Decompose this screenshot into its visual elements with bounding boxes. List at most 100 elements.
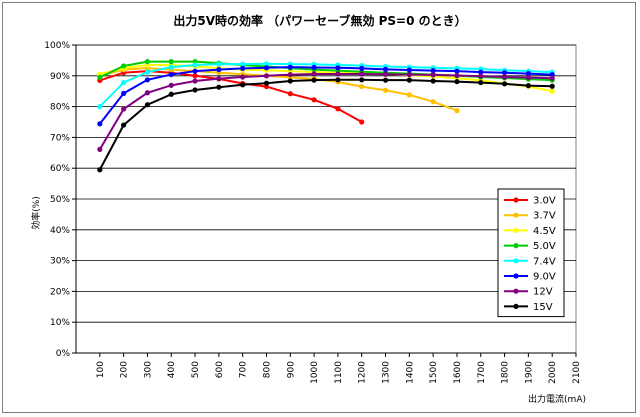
data-point xyxy=(263,80,270,86)
data-point xyxy=(430,78,436,84)
data-point xyxy=(240,74,246,80)
data-point xyxy=(406,77,412,83)
data-point xyxy=(97,104,103,110)
legend-swatch-marker xyxy=(513,273,519,279)
legend-item: 9.0V xyxy=(504,272,556,283)
x-tick-label: 800 xyxy=(262,361,272,378)
x-tick-label: 200 xyxy=(120,361,130,378)
data-point xyxy=(287,71,293,78)
legend-label: 5.0V xyxy=(533,241,556,252)
x-tick-label: 900 xyxy=(286,361,296,378)
data-point xyxy=(192,68,198,74)
data-point xyxy=(359,71,365,77)
y-axis-label: 効率(%) xyxy=(30,196,42,230)
data-point xyxy=(216,75,222,82)
series-line xyxy=(98,78,553,171)
y-tick-label: 70% xyxy=(50,133,70,143)
data-point xyxy=(359,77,365,83)
legend-item: 3.0V xyxy=(504,196,556,207)
data-point xyxy=(335,106,341,112)
legend-label: 9.0V xyxy=(533,272,556,283)
data-point xyxy=(525,83,531,89)
data-point xyxy=(168,91,174,97)
legend-swatch-marker xyxy=(513,243,519,249)
y-tick-label: 10% xyxy=(50,318,70,328)
x-tick-label: 1700 xyxy=(477,361,487,384)
data-point xyxy=(216,67,222,73)
legend-label: 12V xyxy=(533,287,553,298)
chart-title: 出力5V時の効率 （パワーセーブ無効 PS=0 のとき） xyxy=(173,13,466,28)
data-point xyxy=(311,64,317,71)
x-axis-label: 出力電流(mA) xyxy=(528,393,586,405)
legend-label: 7.4V xyxy=(533,256,556,267)
data-point xyxy=(144,102,151,108)
data-point xyxy=(406,92,412,98)
x-tick-label: 1600 xyxy=(453,361,463,384)
series-9.0V xyxy=(97,64,555,127)
data-point xyxy=(240,65,246,72)
data-point xyxy=(240,82,246,88)
data-point xyxy=(168,64,174,70)
series-7.4V xyxy=(97,61,555,110)
x-tick-label: 1500 xyxy=(429,361,439,384)
x-tick-label: 1900 xyxy=(524,361,534,384)
series-line xyxy=(99,64,553,93)
legend-item: 5.0V xyxy=(504,241,556,252)
data-point xyxy=(406,67,412,73)
data-point xyxy=(335,77,341,83)
data-point xyxy=(144,90,151,96)
data-point xyxy=(121,106,127,112)
legend-swatch-marker xyxy=(513,212,519,218)
data-point xyxy=(430,72,436,78)
data-point xyxy=(240,61,246,67)
data-point xyxy=(335,71,341,77)
x-tick-label: 1800 xyxy=(501,361,511,384)
series-line xyxy=(99,70,363,123)
data-point xyxy=(454,79,460,85)
data-point xyxy=(144,69,151,75)
data-point xyxy=(382,77,389,83)
legend-item: 15V xyxy=(504,302,553,313)
y-tick-label: 40% xyxy=(50,226,70,236)
legend-label: 4.5V xyxy=(533,226,556,237)
data-point xyxy=(430,99,436,105)
data-point xyxy=(287,91,293,97)
data-point xyxy=(549,88,555,94)
data-point xyxy=(144,77,151,83)
data-point xyxy=(382,66,389,72)
data-point xyxy=(263,73,270,79)
data-point xyxy=(216,84,222,90)
y-tick-label: 60% xyxy=(50,164,70,174)
data-point xyxy=(192,87,198,93)
y-tick-label: 20% xyxy=(50,287,70,297)
data-point xyxy=(311,97,317,103)
y-tick-label: 0% xyxy=(56,349,71,359)
x-tick-label: 1200 xyxy=(358,361,368,384)
data-point xyxy=(406,71,412,78)
legend-swatch-marker xyxy=(513,303,519,309)
y-tick-label: 90% xyxy=(50,72,70,82)
data-point xyxy=(478,79,484,86)
x-tick-label: 500 xyxy=(191,361,201,378)
data-point xyxy=(97,167,103,173)
data-point xyxy=(192,78,198,84)
y-tick-label: 50% xyxy=(50,195,70,205)
data-point xyxy=(359,65,365,72)
data-point xyxy=(501,70,508,76)
data-point xyxy=(287,64,293,70)
data-point xyxy=(311,71,317,77)
x-tick-label: 400 xyxy=(167,361,177,378)
legend-label: 3.0V xyxy=(533,196,556,207)
data-point xyxy=(525,71,531,77)
series-line xyxy=(99,62,553,108)
series-12V xyxy=(97,71,555,153)
y-tick-label: 80% xyxy=(50,103,70,113)
legend-label: 15V xyxy=(533,302,553,313)
data-point xyxy=(144,59,151,65)
data-point xyxy=(263,61,270,67)
data-point xyxy=(525,75,531,81)
x-tick-label: 2100 xyxy=(572,361,582,384)
data-point xyxy=(430,67,436,74)
series-line xyxy=(98,72,553,150)
data-point xyxy=(97,121,103,127)
